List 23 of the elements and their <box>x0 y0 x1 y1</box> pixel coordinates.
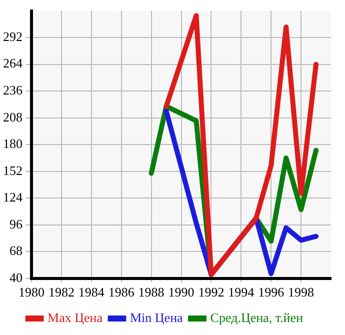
y-tick-label: 152 <box>3 162 22 178</box>
x-tick-label: 1998 <box>288 284 314 300</box>
legend-label: Min Цена <box>130 310 184 325</box>
y-tick-label: 264 <box>3 56 23 71</box>
x-tick-label: 1990 <box>168 284 194 300</box>
y-tick-label: 40 <box>10 270 22 285</box>
y-tick-label: 292 <box>3 28 22 44</box>
x-tick-label: 1996 <box>258 284 285 300</box>
y-tick-label: 96 <box>10 216 23 232</box>
y-tick-label: 208 <box>3 109 22 124</box>
x-tick-label: 1992 <box>198 284 224 300</box>
y-tick-label: 124 <box>3 190 23 205</box>
x-tick-label: 1988 <box>138 284 164 300</box>
x-tick-label: 1982 <box>48 284 74 300</box>
x-tick-label: 1994 <box>228 284 255 300</box>
y-tick-label: 180 <box>3 136 22 152</box>
y-tick-label: 236 <box>3 82 23 98</box>
x-tick-label: 1984 <box>78 284 105 300</box>
x-tick-label: 1986 <box>108 284 135 300</box>
legend-label: Max Цена <box>48 310 103 325</box>
x-tick-label: 1980 <box>18 284 44 300</box>
y-tick-label: 68 <box>10 243 22 258</box>
legend-label: Сред.Цена, т.йен <box>210 310 304 325</box>
